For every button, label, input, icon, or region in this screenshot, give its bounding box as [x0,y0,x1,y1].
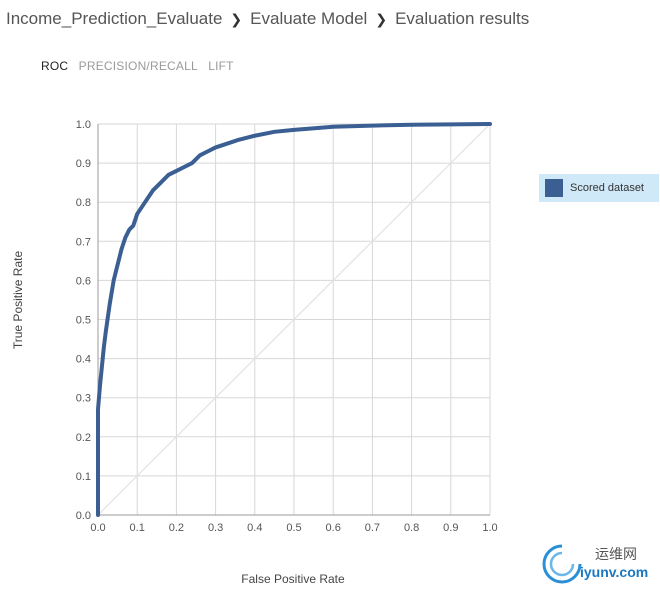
y-tick-label: 0.4 [76,354,91,366]
watermark-text-top: 运维网 [595,547,637,563]
legend-item-scored-dataset[interactable]: Scored dataset [539,174,659,202]
y-tick-label: 0.9 [76,158,91,170]
x-tick-label: 1.0 [482,522,497,534]
chevron-right-icon: ❯ [375,11,388,27]
y-tick-label: 0.0 [76,510,91,522]
chevron-right-icon: ❯ [230,11,243,27]
y-tick-label: 0.5 [76,315,91,327]
watermark-logo-icon [542,544,582,584]
y-tick-label: 0.6 [76,275,91,287]
y-tick-label: 0.3 [76,393,91,405]
x-tick-label: 0.1 [130,522,145,534]
breadcrumb: Income_Prediction_Evaluate ❯ Evaluate Mode… [6,9,529,29]
y-tick-label: 0.1 [76,471,91,483]
watermark-text-bottom: iyunv.com [580,564,649,580]
x-tick-label: 0.5 [286,522,301,534]
y-tick-label: 0.2 [76,432,91,444]
tab-roc[interactable]: ROC [41,59,69,73]
x-tick-label: 0.7 [365,522,380,534]
y-tick-label: 0.7 [76,236,91,248]
tab-precision-recall[interactable]: PRECISION/RECALL [78,59,198,73]
chart-diagonal-layer [97,123,491,516]
chart-tab-bar: ROC PRECISION/RECALL LIFT [41,59,241,73]
breadcrumb-current-page: Evaluation results [395,9,530,28]
x-tick-label: 0.8 [404,522,419,534]
legend-label: Scored dataset [570,182,644,194]
y-axis-label: True Positive Rate [11,251,25,350]
x-tick-label: 0.4 [247,522,262,534]
x-tick-label: 0.6 [326,522,341,534]
y-tick-label: 1.0 [76,119,91,131]
legend-swatch [545,179,563,197]
chart-curve-layer [96,122,492,517]
breadcrumb-experiment[interactable]: Income_Prediction_Evaluate [6,9,223,28]
x-tick-label: 0.9 [443,522,458,534]
x-axis-label: False Positive Rate [241,572,345,586]
chart-grid [97,123,491,516]
chart-tick-labels: 0.0 0.1 0.2 0.3 0.4 0.5 0.6 0.7 0.8 0.9 1.0 0.0 0.1 0… [76,119,498,534]
watermark: 运维网 iyunv.com [540,540,660,588]
y-tick-label: 0.8 [76,197,91,209]
tab-lift[interactable]: LIFT [208,59,234,73]
x-tick-label: 0.3 [208,522,223,534]
x-tick-label: 0.0 [90,522,105,534]
series-scored-dataset-line [96,122,492,517]
breadcrumb-module[interactable]: Evaluate Model [250,9,368,28]
series-diagonal-line [97,123,491,516]
x-tick-label: 0.2 [169,522,184,534]
